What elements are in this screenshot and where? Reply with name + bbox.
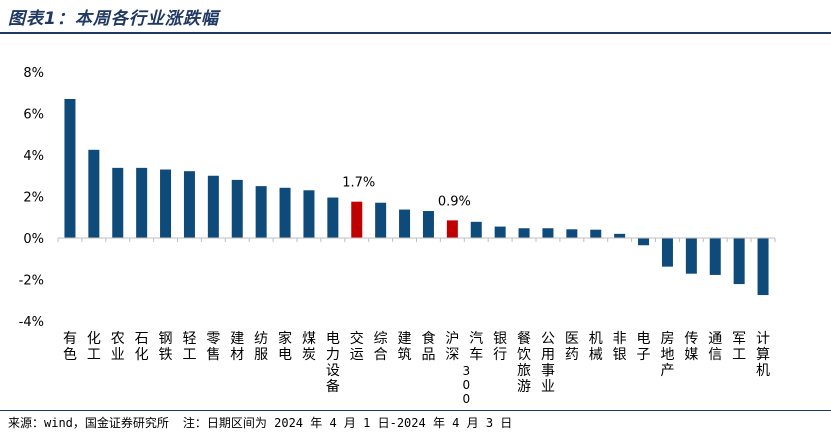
x-tick-label: 建筑 [398,331,412,363]
bar [661,238,673,267]
bar [279,187,291,238]
y-tick-label: 0% [23,232,44,247]
bar [88,149,100,238]
x-tick-label: 汽车 [469,331,483,363]
bar [375,202,387,238]
bar [685,238,697,274]
footer-text: 来源：wind，国金证券研究所 注：日期区间为 2024 年 4 月 1 日-20… [8,414,526,431]
x-tick-label: 医药 [565,331,579,363]
x-tick-label: 非银 [613,331,627,363]
x-tick-label: 电子 [637,331,651,363]
x-tick-label: 军工 [732,331,746,363]
bar [422,211,434,238]
bar [733,238,745,285]
title-divider [0,32,831,34]
x-tick-label: 建材 [230,331,244,363]
bar [566,229,578,238]
x-tick-label: 家电 [278,330,292,363]
x-tick-label: 通信 [708,331,722,363]
data-label: 1.7% [342,176,375,191]
bar [638,238,650,246]
bar [446,220,458,238]
date-note: 注：日期区间为 2024 年 4 月 1 日-2024 年 4 月 3 日 [182,416,513,430]
bar [327,197,339,238]
bar [709,238,721,275]
y-tick-label: 4% [23,149,44,164]
x-tick-label: 银行 [493,331,507,363]
x-tick-label: 计算机 [756,331,770,379]
bar [351,201,363,238]
source-note: 来源：wind，国金证券研究所 [8,416,169,430]
bar [470,221,482,238]
y-tick-label: 2% [23,191,44,206]
bar [183,171,195,238]
bar [136,167,148,238]
page-title: 图表1：本周各行业涨跌幅 [8,9,219,29]
x-tick-label: 交运 [350,330,364,363]
bar [494,226,506,238]
y-tick-label: -4% [19,315,44,330]
bar [255,186,267,238]
bar [207,175,219,238]
x-tick-label: 房地产 [660,331,674,379]
bar [757,238,769,296]
footer-divider [0,410,831,411]
bar [64,98,76,238]
y-tick-label: -2% [19,274,44,289]
data-label: 0.9% [438,194,471,209]
x-tick-label: 公用事业 [541,331,555,395]
bar [112,167,124,238]
x-tick-label: 轻工 [182,331,196,363]
x-tick-label: 钢铁 [159,331,173,363]
x-tick-label: 机械 [589,331,603,363]
x-tick-label: 化工 [87,331,101,363]
x-tick-label: 综合 [374,331,388,363]
bar-chart: 8% 6% 4% 2% 0% -2% -4% 1.7% 0.9% 有色化工农业石化钢铁轻工零售建材… [19,66,776,403]
bar [542,228,554,238]
x-tick-label: 沪深 300 [431,331,473,403]
bar [590,229,602,238]
x-tick-label: 餐饮旅游 [517,331,531,395]
bar [614,233,626,238]
bar [518,228,530,238]
x-tick-label: 食品 [421,330,435,363]
y-tick-label: 8% [23,66,44,81]
x-tick-label: 电力设备 [326,331,340,395]
bar [399,209,411,238]
x-tick-label: 传媒 [684,331,698,363]
y-tick-label: 6% [23,108,44,123]
x-tick-label: 纺服 [254,331,268,363]
x-tick-label: 煤炭 [302,331,316,363]
x-tick-label: 零售 [206,331,220,363]
bar [231,179,243,238]
x-tick-label: 农业 [111,331,125,363]
x-tick-label: 石化 [135,331,149,363]
bar [160,169,172,238]
x-tick-label: 有色 [63,331,77,363]
bar [303,190,315,238]
